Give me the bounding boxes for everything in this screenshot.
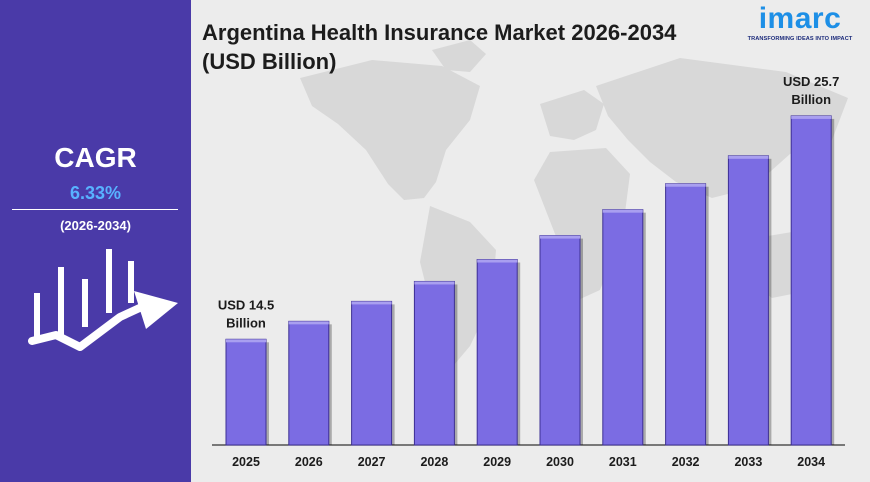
x-tick-label: 2028 [420, 455, 448, 469]
data-label: Billion [226, 315, 266, 330]
x-tick-label: 2031 [609, 455, 637, 469]
logo-tagline: TRANSFORMING IDEAS INTO IMPACT [747, 36, 853, 42]
bar-top-highlight [414, 281, 455, 285]
bar [665, 183, 707, 446]
sidebar-panel: CAGR 6.33% (2026-2034) [0, 0, 191, 482]
x-tick-label: 2025 [232, 455, 260, 469]
data-label: USD 14.5 [218, 297, 274, 312]
bar-top-highlight [477, 259, 518, 263]
cagr-divider [12, 209, 178, 210]
x-tick-label: 2026 [295, 455, 323, 469]
bar [602, 209, 644, 446]
x-tick-label: 2027 [358, 455, 386, 469]
cagr-value: 6.33% [69, 183, 122, 203]
bar-growth-arrow-icon [28, 249, 178, 351]
bar-top-highlight [602, 209, 643, 213]
cagr-period: (2026-2034) [60, 218, 131, 233]
bar-top-highlight [226, 339, 266, 343]
bar [225, 338, 267, 446]
bar-top-highlight [791, 115, 832, 119]
data-label: USD 25.7 [783, 74, 839, 89]
data-label: Billion [791, 92, 831, 107]
bar-top-highlight [351, 301, 392, 305]
bar [476, 259, 518, 446]
x-tick-label: 2033 [734, 455, 762, 469]
bar [539, 235, 581, 446]
bar [727, 155, 769, 446]
bar-top-highlight [665, 183, 706, 187]
imarc-logo: imarc TRANSFORMING IDEAS INTO IMPACT [741, 2, 859, 43]
x-tick-label: 2034 [797, 455, 825, 469]
x-tick-label: 2032 [672, 455, 700, 469]
bar [790, 115, 832, 446]
bar [413, 280, 455, 446]
bar-top-highlight [540, 235, 580, 239]
bar-top-highlight [728, 155, 769, 159]
logo-wordmark: imarc [758, 2, 842, 35]
x-tick-label: 2029 [483, 455, 511, 469]
bar-top-highlight [288, 321, 329, 325]
x-tick-label: 2030 [546, 455, 574, 469]
bar [288, 320, 330, 446]
bar [351, 300, 393, 446]
cagr-label: CAGR [54, 142, 137, 173]
chart-title: Argentina Health Insurance Market 2026-2… [202, 20, 677, 74]
